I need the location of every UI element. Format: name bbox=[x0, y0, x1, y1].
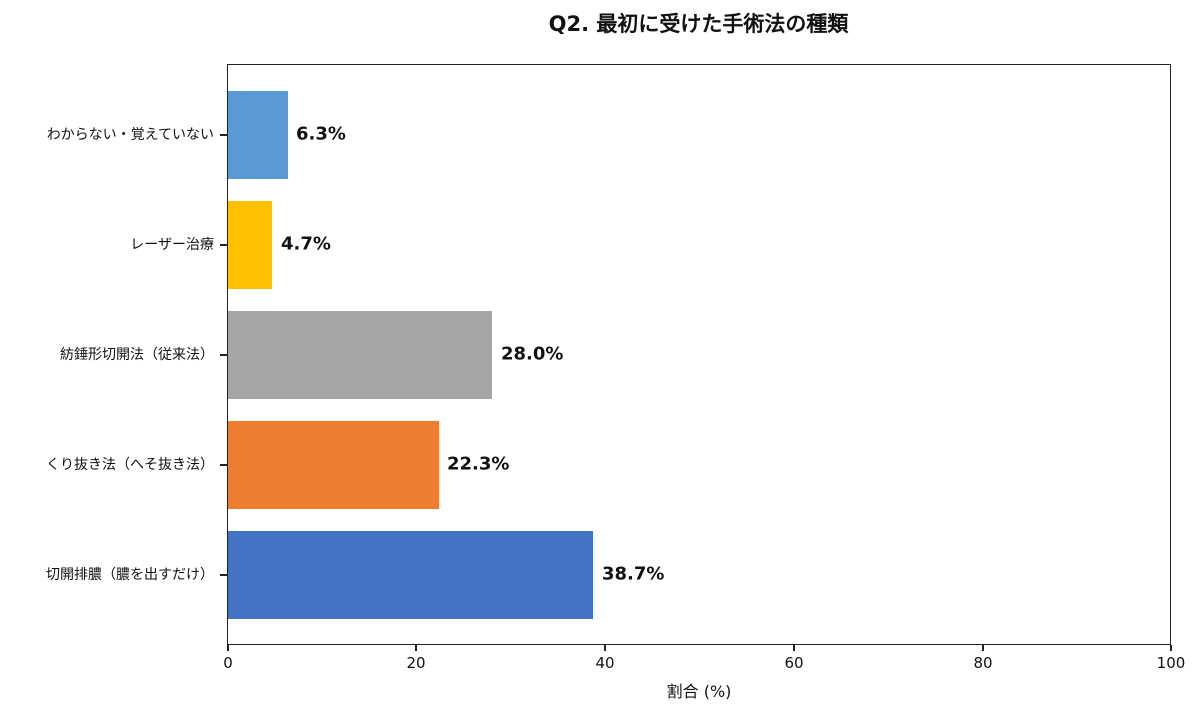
x-tick bbox=[604, 645, 606, 651]
x-axis-title: 割合 (%) bbox=[666, 682, 732, 701]
bar-incision-drainage bbox=[228, 531, 594, 619]
bar-unknown bbox=[228, 91, 288, 179]
y-tick-label-punch-out: くり抜き法（へそ抜き法） bbox=[46, 457, 214, 473]
chart-title: Q2. 最初に受けた手術法の種類 bbox=[548, 12, 849, 36]
y-tick bbox=[220, 354, 227, 356]
plot-area bbox=[227, 64, 1171, 645]
x-tick-label: 20 bbox=[406, 654, 426, 672]
x-tick bbox=[793, 645, 795, 651]
x-tick-label: 0 bbox=[223, 654, 233, 672]
value-label-incision-drainage: 38.7% bbox=[602, 563, 665, 585]
x-tick-label: 40 bbox=[595, 654, 615, 672]
bar-laser bbox=[228, 201, 273, 289]
value-label-unknown: 6.3% bbox=[296, 123, 346, 145]
x-tick-label: 60 bbox=[784, 654, 804, 672]
y-tick-label-incision-drainage: 切開排膿（膿を出すだけ） bbox=[46, 567, 214, 583]
value-label-spindle-excision: 28.0% bbox=[501, 343, 564, 365]
bar-spindle-excision bbox=[228, 311, 493, 399]
y-tick-label-spindle-excision: 紡錘形切開法（従来法） bbox=[60, 347, 214, 363]
y-tick bbox=[220, 574, 227, 576]
value-label-laser: 4.7% bbox=[281, 233, 331, 255]
value-label-punch-out: 22.3% bbox=[447, 453, 510, 475]
x-tick bbox=[1170, 645, 1172, 651]
x-tick bbox=[982, 645, 984, 651]
y-tick-label-unknown: わからない・覚えていない bbox=[46, 127, 214, 143]
y-tick bbox=[220, 244, 227, 246]
bar-punch-out bbox=[228, 421, 439, 509]
x-tick-label: 100 bbox=[1156, 654, 1186, 672]
x-tick bbox=[227, 645, 229, 651]
x-tick bbox=[415, 645, 417, 651]
y-tick-label-laser: レーザー治療 bbox=[130, 237, 214, 253]
x-tick-label: 80 bbox=[973, 654, 993, 672]
y-tick bbox=[220, 464, 227, 466]
y-tick bbox=[220, 134, 227, 136]
